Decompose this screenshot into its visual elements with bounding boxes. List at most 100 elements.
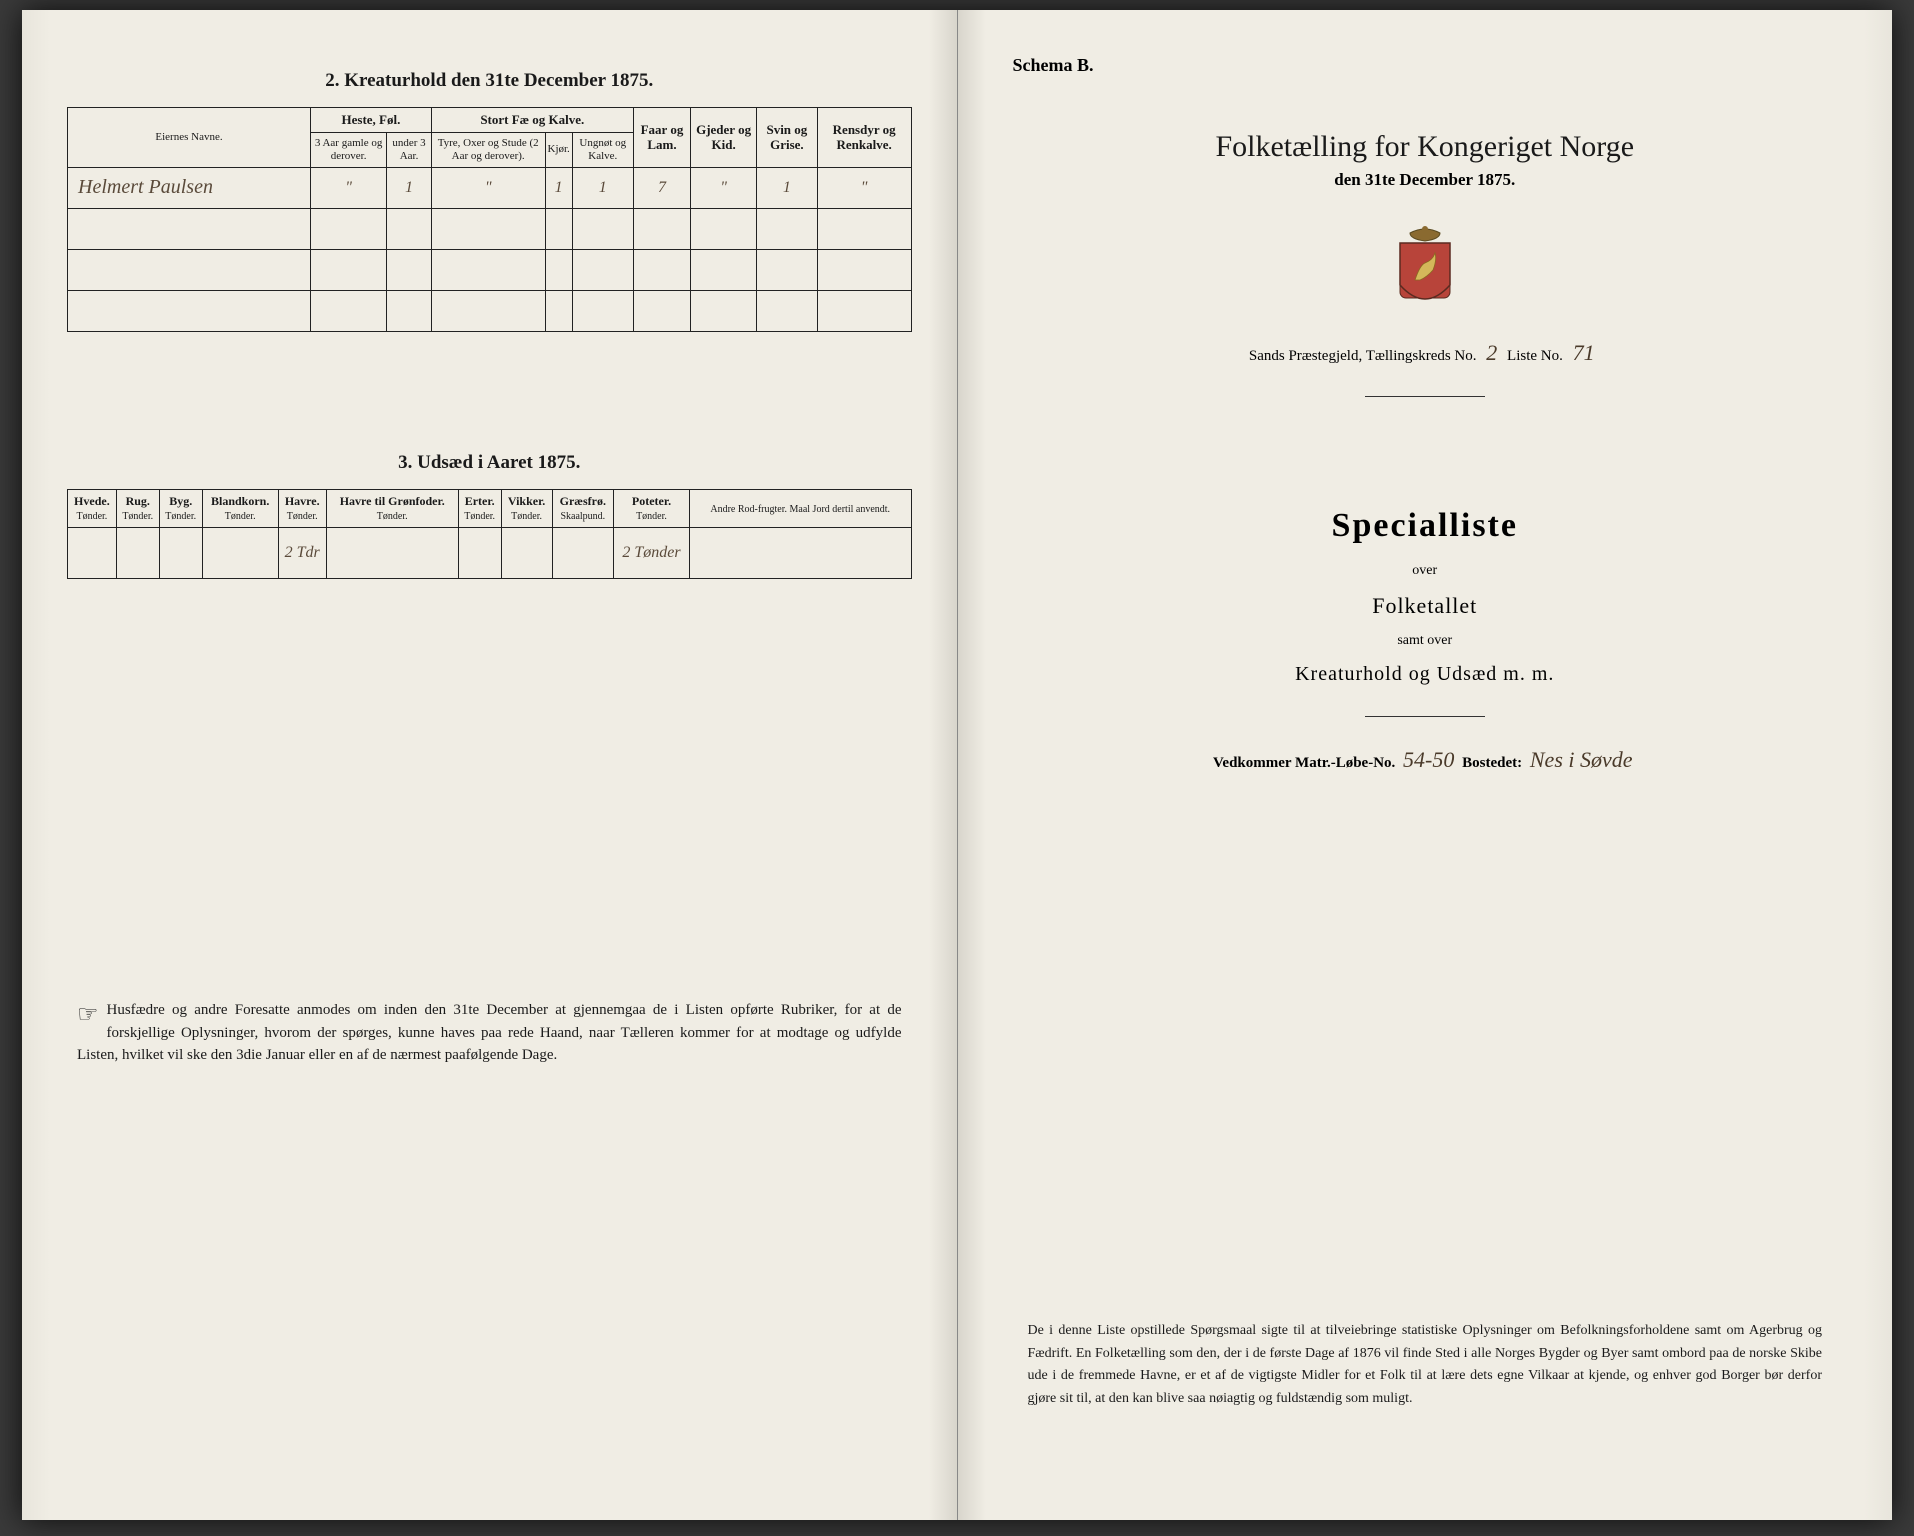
data-cell: 1 bbox=[387, 167, 432, 208]
owner-name-cell bbox=[68, 249, 311, 290]
seed-header: Havre til Grønfoder.Tønder. bbox=[326, 489, 458, 527]
parish-line: Sands Præstegjeld, Tællingskreds No. 2 L… bbox=[1003, 340, 1848, 366]
parish-prefix: Sands Præstegjeld, Tællingskreds No. bbox=[1249, 348, 1477, 364]
seed-header: Erter.Tønder. bbox=[458, 489, 501, 527]
data-cell bbox=[572, 249, 633, 290]
seed-cell: 2 Tønder bbox=[614, 528, 690, 579]
data-cell bbox=[633, 290, 690, 331]
group-sheep: Faar og Lam. bbox=[633, 108, 690, 168]
seed-cell bbox=[552, 528, 614, 579]
table-row bbox=[68, 249, 912, 290]
sub-h0: 3 Aar gamle og derover. bbox=[311, 132, 387, 167]
data-cell bbox=[691, 208, 757, 249]
sub-h3: Kjør. bbox=[545, 132, 572, 167]
data-cell: " bbox=[817, 167, 911, 208]
vedkommer-prefix: Vedkommer Matr.-Løbe-No. bbox=[1213, 755, 1395, 771]
folketallet-heading: Folketallet bbox=[1003, 593, 1848, 619]
data-cell bbox=[431, 290, 545, 331]
over-label: over bbox=[1003, 563, 1848, 579]
data-cell bbox=[572, 208, 633, 249]
data-cell bbox=[817, 290, 911, 331]
data-cell bbox=[545, 290, 572, 331]
divider bbox=[1365, 396, 1485, 397]
left-page: 2. Kreaturhold den 31te December 1875. E… bbox=[22, 10, 958, 1520]
bostedet-label: Bostedet: bbox=[1462, 755, 1522, 771]
samtover-label: samt over bbox=[1003, 633, 1848, 649]
seed-header: Byg.Tønder. bbox=[159, 489, 202, 527]
data-cell bbox=[691, 290, 757, 331]
data-cell bbox=[572, 290, 633, 331]
data-cell bbox=[387, 208, 432, 249]
data-cell bbox=[387, 249, 432, 290]
coat-of-arms-icon bbox=[1385, 225, 1465, 315]
seed-header: Hvede.Tønder. bbox=[68, 489, 117, 527]
group-cattle: Stort Fæ og Kalve. bbox=[431, 108, 633, 133]
matr-number: 54-50 bbox=[1399, 747, 1458, 772]
name-header: Eiernes Navne. bbox=[68, 108, 311, 168]
left-footnote: ☞ Husfædre og andre Foresatte anmodes om… bbox=[67, 999, 912, 1067]
seed-cell bbox=[116, 528, 159, 579]
data-cell bbox=[387, 290, 432, 331]
seed-cell: 2 Tdr bbox=[278, 528, 326, 579]
left-footnote-text: Husfædre og andre Foresatte anmodes om i… bbox=[77, 1002, 902, 1063]
data-cell: " bbox=[691, 167, 757, 208]
data-cell: 1 bbox=[756, 167, 817, 208]
kreatur-heading: Kreaturhold og Udsæd m. m. bbox=[1003, 663, 1848, 686]
right-footnote: De i denne Liste opstillede Spørgsmaal s… bbox=[1028, 1320, 1823, 1410]
census-title: Folketælling for Kongeriget Norge bbox=[1003, 130, 1848, 164]
group-pigs: Svin og Grise. bbox=[756, 108, 817, 168]
table2-title: 2. Kreaturhold den 31te December 1875. bbox=[67, 70, 912, 92]
owner-name-cell bbox=[68, 290, 311, 331]
data-cell bbox=[545, 249, 572, 290]
data-cell bbox=[691, 249, 757, 290]
vedkommer-line: Vedkommer Matr.-Løbe-No. 54-50 Bostedet:… bbox=[1003, 747, 1848, 773]
seed-cell bbox=[202, 528, 278, 579]
kreds-number: 2 bbox=[1480, 340, 1503, 365]
table3-title: 3. Udsæd i Aaret 1875. bbox=[67, 452, 912, 474]
data-cell bbox=[817, 249, 911, 290]
seed-cell bbox=[689, 528, 911, 579]
data-cell bbox=[311, 290, 387, 331]
seed-header: Græsfrø.Skaalpund. bbox=[552, 489, 614, 527]
seed-header: Andre Rod-frugter. Maal Jord dertil anve… bbox=[689, 489, 911, 527]
data-cell: " bbox=[431, 167, 545, 208]
sub-h1: under 3 Aar. bbox=[387, 132, 432, 167]
seed-table: Hvede.Tønder.Rug.Tønder.Byg.Tønder.Bland… bbox=[67, 489, 912, 579]
data-cell: 1 bbox=[545, 167, 572, 208]
liste-number: 71 bbox=[1567, 340, 1601, 365]
data-cell bbox=[431, 249, 545, 290]
data-cell: 1 bbox=[572, 167, 633, 208]
seed-header: Vikker.Tønder. bbox=[501, 489, 552, 527]
seed-header: Havre.Tønder. bbox=[278, 489, 326, 527]
livestock-table: Eiernes Navne. Heste, Føl. Stort Fæ og K… bbox=[67, 107, 912, 332]
group-reindeer: Rensdyr og Renkalve. bbox=[817, 108, 911, 168]
data-cell: " bbox=[311, 167, 387, 208]
census-subtitle: den 31te December 1875. bbox=[1003, 170, 1848, 190]
right-page: Schema B. Folketælling for Kongeriget No… bbox=[958, 10, 1893, 1520]
table-row bbox=[68, 208, 912, 249]
pointing-hand-icon: ☞ bbox=[77, 997, 99, 1033]
book-spread: 2. Kreaturhold den 31te December 1875. E… bbox=[22, 10, 1892, 1520]
seed-cell bbox=[326, 528, 458, 579]
data-cell bbox=[633, 249, 690, 290]
owner-name-cell bbox=[68, 208, 311, 249]
schema-label: Schema B. bbox=[1013, 55, 1094, 76]
data-cell bbox=[311, 208, 387, 249]
divider-2 bbox=[1365, 716, 1485, 717]
data-cell: 7 bbox=[633, 167, 690, 208]
seed-cell bbox=[68, 528, 117, 579]
group-horses: Heste, Føl. bbox=[311, 108, 432, 133]
data-cell bbox=[431, 208, 545, 249]
seed-cell bbox=[159, 528, 202, 579]
seed-header: Rug.Tønder. bbox=[116, 489, 159, 527]
specialliste-heading: Specialliste bbox=[1003, 507, 1848, 545]
seed-header: Blandkorn.Tønder. bbox=[202, 489, 278, 527]
data-cell bbox=[756, 208, 817, 249]
seed-cell bbox=[501, 528, 552, 579]
data-cell bbox=[311, 249, 387, 290]
data-cell bbox=[633, 208, 690, 249]
bostedet-value: Nes i Søvde bbox=[1526, 747, 1637, 772]
group-goats: Gjeder og Kid. bbox=[691, 108, 757, 168]
seed-cell bbox=[458, 528, 501, 579]
data-cell bbox=[545, 208, 572, 249]
